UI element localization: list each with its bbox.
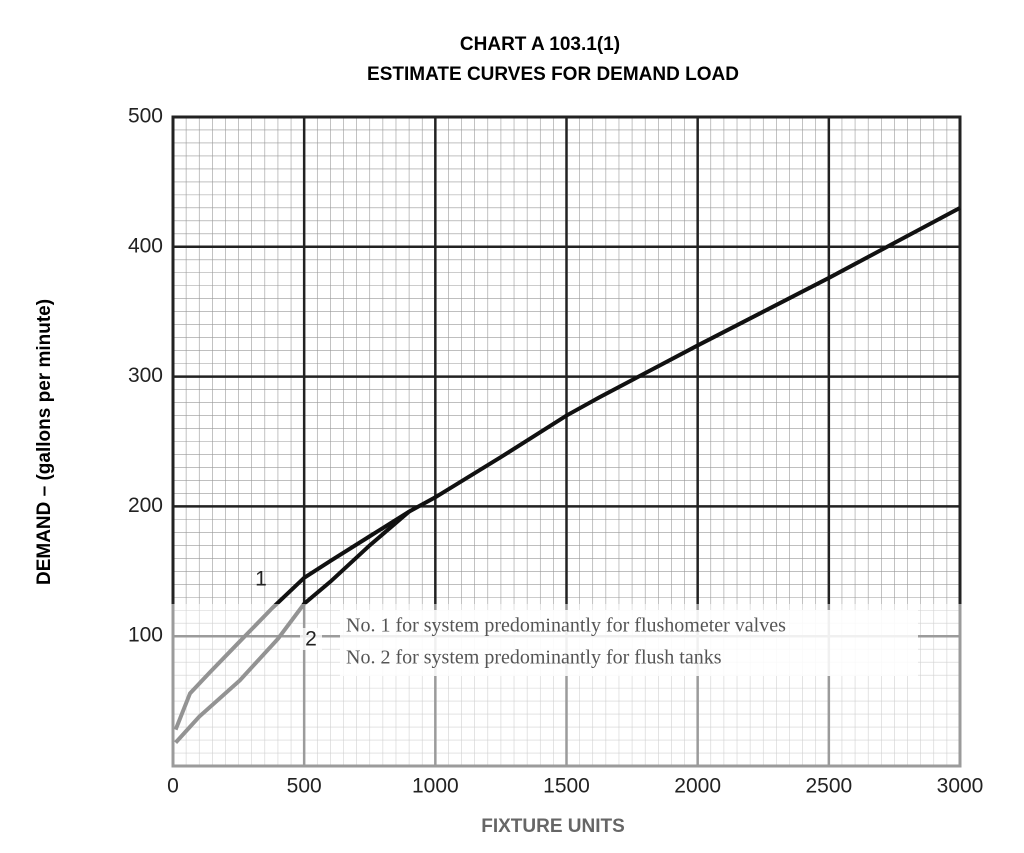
y-tick-label: 100: [128, 624, 163, 647]
x-tick-label: 2000: [674, 775, 721, 798]
y-tick-label: 200: [128, 494, 163, 517]
x-tick-label: 1000: [412, 775, 459, 798]
y-tick-label: 300: [128, 364, 163, 387]
x-tick-label: 0: [167, 775, 179, 798]
x-tick-label: 3000: [937, 775, 984, 798]
y-tick-label: 500: [128, 105, 163, 128]
x-tick-label: 500: [287, 775, 322, 798]
x-tick-label: 2500: [805, 775, 852, 798]
note: No. 1 for system predominantly for flush…: [346, 615, 786, 637]
series-label: 1: [255, 568, 267, 591]
notes-box: [340, 610, 918, 676]
y-tick-label: 400: [128, 234, 163, 257]
chart-subtitle: ESTIMATE CURVES FOR DEMAND LOAD: [367, 64, 739, 85]
x-tick-label: 1500: [543, 775, 590, 798]
x-axis-label: FIXTURE UNITS: [481, 816, 625, 837]
chart-title: CHART A 103.1(1): [460, 34, 620, 55]
note: No. 2 for system predominantly for flush…: [346, 647, 722, 669]
label-bg: [300, 628, 322, 650]
series-label: 2: [305, 628, 317, 651]
y-axis-label: DEMAND – (gallons per minute): [34, 299, 55, 585]
